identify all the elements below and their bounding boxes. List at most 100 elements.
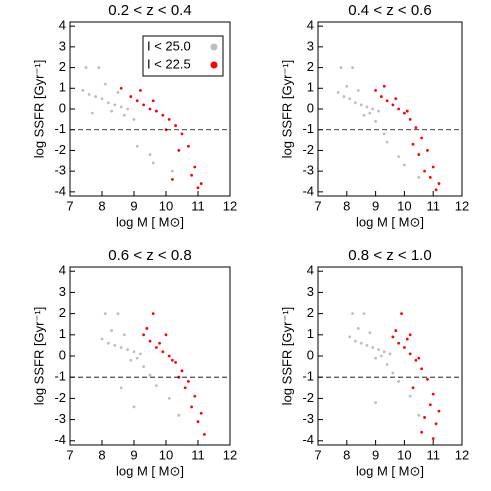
point [417,356,421,360]
point [379,354,383,358]
point [359,103,363,107]
point [388,352,392,356]
x-tick-label: 12 [455,447,469,462]
point [417,153,421,156]
point [382,132,386,136]
point [423,169,426,173]
y-tick-label: -2 [302,390,314,405]
point [145,327,149,330]
point [135,356,139,360]
point [385,363,389,366]
point [103,82,107,86]
point [116,91,120,94]
point [391,371,395,375]
point [434,422,438,426]
point [414,358,418,362]
y-tick-label: -4 [54,432,66,447]
y-tick-label: 2 [307,305,314,320]
point [183,386,187,390]
y-tick-label: -3 [54,163,66,178]
x-tick-label: 12 [455,198,469,213]
point [113,103,117,107]
x-tick-label: 9 [372,447,379,462]
point [142,333,146,337]
point [135,144,139,148]
panel-title: 0.2 < z < 0.4 [108,2,191,19]
x-tick-label: 9 [130,447,137,462]
point [161,113,165,117]
point [379,95,383,98]
point [431,165,435,169]
point [351,312,354,316]
point [385,99,389,103]
point [417,175,421,179]
point [167,354,171,358]
y-tick-label: -2 [302,142,314,157]
point [423,416,426,419]
y-tick-label: 2 [307,59,314,74]
y-tick-label: -2 [54,142,66,157]
x-tick-label: 11 [191,198,205,213]
x-tick-label: 9 [372,198,379,213]
y-tick-label: 0 [59,347,66,362]
point [356,327,360,330]
y-tick-label: -1 [302,369,314,384]
point [116,312,120,316]
point [91,111,94,115]
point [414,126,418,130]
point [142,365,146,368]
point [431,392,435,396]
point [180,369,184,373]
y-axis-label: log SSFR [Gyr⁻¹] [279,307,294,406]
point [408,117,412,121]
point [107,101,110,105]
legend-label: I < 25.0 [147,38,191,53]
point [359,341,363,345]
x-tick-label: 7 [66,447,73,462]
y-tick-label: -2 [54,390,66,405]
point [177,149,181,152]
y-tick-label: 4 [59,18,66,33]
point [119,346,123,349]
x-tick-label: 9 [130,198,137,213]
point [135,99,139,103]
point [403,163,406,167]
x-tick-label: 7 [314,447,321,462]
plot-frame [317,21,463,197]
x-tick-label: 11 [191,447,205,462]
y-tick-label: -4 [302,183,314,198]
point [397,341,401,345]
point [180,132,184,136]
y-tick-label: -1 [54,121,66,136]
point [411,142,415,146]
point [374,356,377,360]
point [362,113,366,117]
point [94,95,97,98]
point [382,84,386,88]
legend-box [142,35,224,77]
y-tick-label: 3 [59,284,66,299]
point [148,153,152,156]
y-tick-label: -3 [302,411,314,426]
panel-title: 0.4 < z < 0.6 [348,2,431,19]
point [354,339,357,343]
y-tick-label: 2 [59,305,66,320]
y-tick-label: 0 [59,100,66,115]
point [129,358,133,362]
point [81,88,85,92]
point [365,344,369,347]
point [151,312,155,316]
point [132,117,136,121]
plot-frame [317,266,463,446]
y-axis-label: log SSFR [Gyr⁻¹] [31,60,46,159]
y-tick-label: -1 [302,121,314,136]
y-tick-label: 1 [59,80,66,95]
point [155,346,158,349]
y-tick-label: 2 [59,59,66,74]
y-tick-label: -4 [54,183,66,198]
y-tick-label: 1 [307,326,314,341]
